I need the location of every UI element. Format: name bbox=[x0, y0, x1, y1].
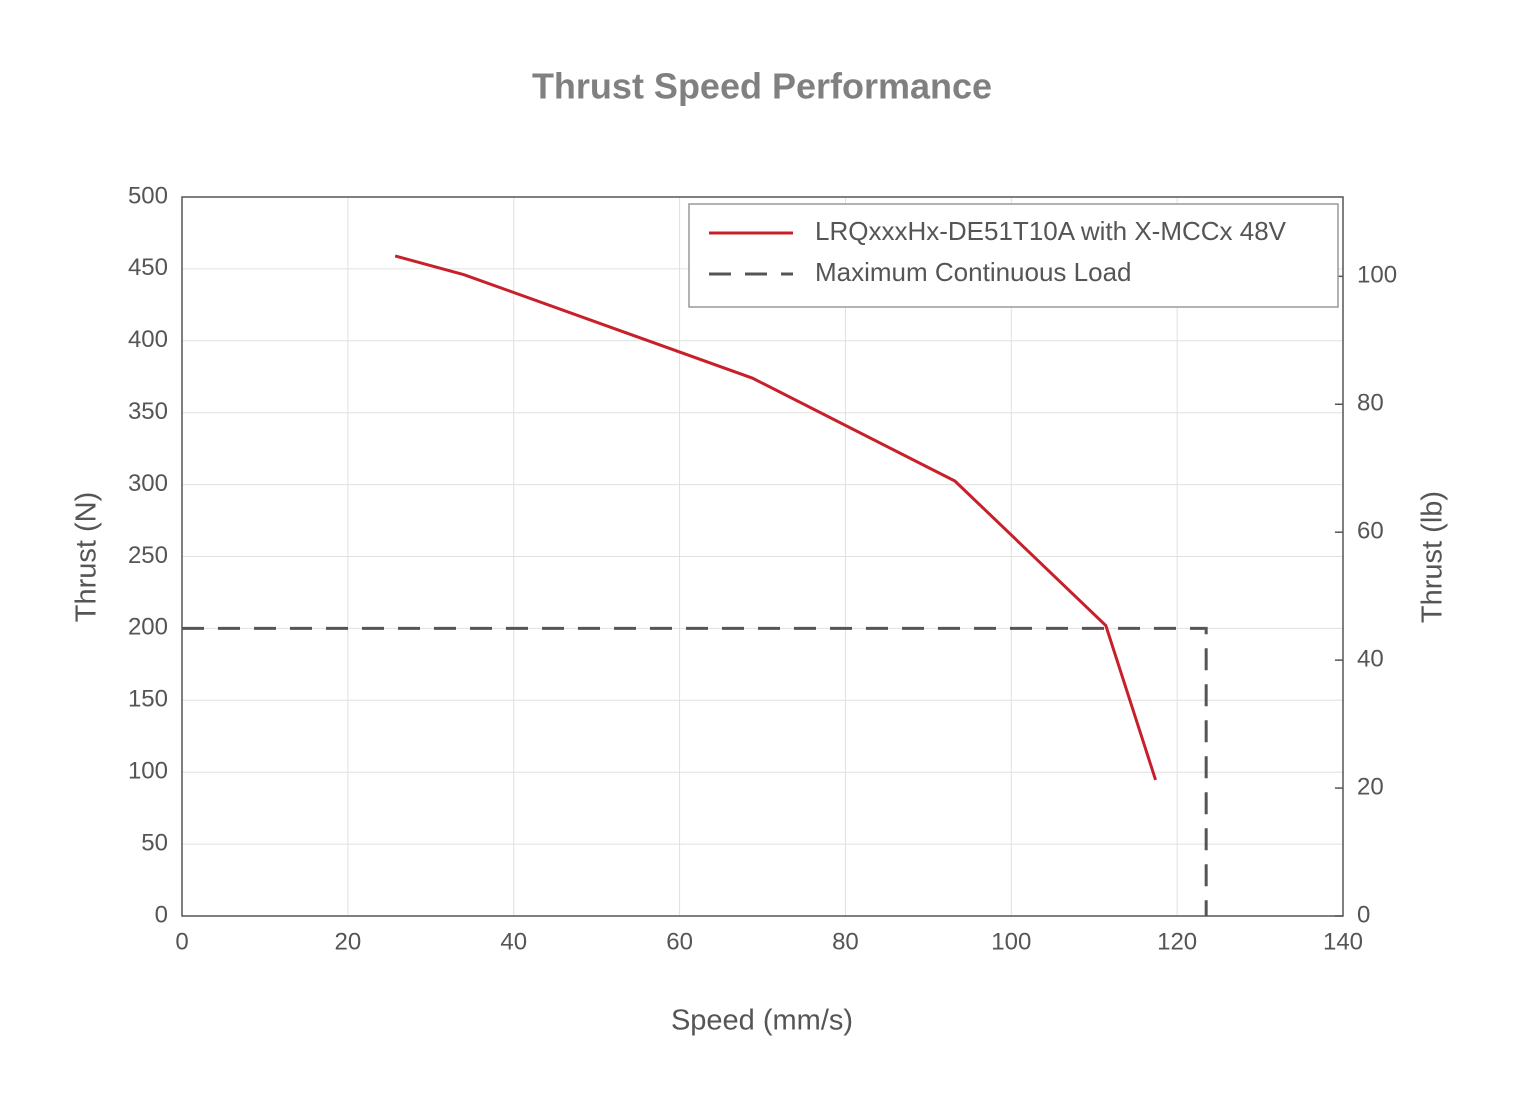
y2-tick-label: 100 bbox=[1357, 262, 1397, 289]
y-tick-label: 200 bbox=[128, 614, 168, 641]
y-tick-label: 0 bbox=[155, 901, 168, 928]
x-tick-label: 80 bbox=[832, 928, 859, 955]
chart-title: Thrust Speed Performance bbox=[532, 66, 992, 107]
plot-frame bbox=[181, 196, 1344, 917]
legend-label: LRQxxxHx-DE51T10A with X-MCCx 48V bbox=[815, 216, 1287, 246]
y2-tick-label: 60 bbox=[1357, 518, 1384, 545]
x-axis-label: Speed (mm/s) bbox=[671, 1005, 853, 1037]
x-tick-label: 120 bbox=[1157, 928, 1197, 955]
y-tick-label: 500 bbox=[128, 182, 168, 209]
legend-box bbox=[688, 203, 1339, 308]
x-tick-label: 60 bbox=[666, 928, 693, 955]
y-axis-label: Thrust (N) bbox=[71, 492, 103, 623]
y-tick-label: 450 bbox=[128, 254, 168, 281]
y-tick-label: 150 bbox=[128, 686, 168, 713]
y2-tick-label: 0 bbox=[1357, 901, 1370, 928]
y2-tick-label: 80 bbox=[1357, 390, 1384, 417]
x-tick-label: 140 bbox=[1323, 928, 1363, 955]
y-tick-label: 350 bbox=[128, 398, 168, 425]
x-tick-label: 40 bbox=[500, 928, 527, 955]
y2-tick-label: 40 bbox=[1357, 645, 1384, 672]
y-tick-label: 300 bbox=[128, 470, 168, 497]
x-tick-label: 20 bbox=[335, 928, 362, 955]
y-tick-label: 100 bbox=[128, 758, 168, 785]
y-tick-label: 250 bbox=[128, 542, 168, 569]
y2-axis-label: Thrust (lb) bbox=[1417, 491, 1449, 623]
y2-tick-label: 20 bbox=[1357, 773, 1384, 800]
legend-label: Maximum Continuous Load bbox=[815, 257, 1132, 287]
x-tick-label: 100 bbox=[991, 928, 1031, 955]
y-tick-label: 400 bbox=[128, 326, 168, 353]
x-tick-label: 0 bbox=[175, 928, 188, 955]
y-tick-label: 50 bbox=[141, 829, 168, 856]
series-line bbox=[182, 626, 1208, 916]
series-line bbox=[394, 254, 1158, 781]
